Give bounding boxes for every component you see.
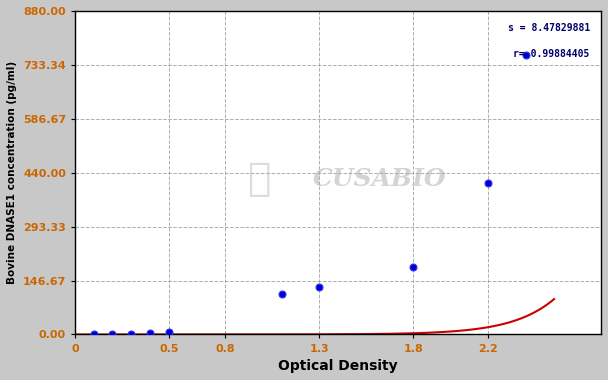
Point	[521, 52, 531, 58]
Point	[277, 291, 286, 297]
Point	[145, 329, 155, 336]
Point	[409, 264, 418, 270]
Text: r= 0.99884405: r= 0.99884405	[513, 49, 590, 59]
Point	[108, 331, 117, 337]
Point	[126, 331, 136, 337]
Point	[164, 328, 174, 334]
X-axis label: Optical Density: Optical Density	[278, 359, 398, 373]
Point	[89, 331, 98, 337]
Text: s = 8.47829881: s = 8.47829881	[508, 23, 590, 33]
Point	[483, 179, 493, 185]
Text: 𝒲: 𝒲	[247, 160, 271, 198]
Text: CUSABIO: CUSABIO	[313, 167, 447, 191]
Y-axis label: Bovine DNASE1 concentration (pg/ml): Bovine DNASE1 concentration (pg/ml)	[7, 61, 17, 284]
Point	[314, 283, 324, 290]
